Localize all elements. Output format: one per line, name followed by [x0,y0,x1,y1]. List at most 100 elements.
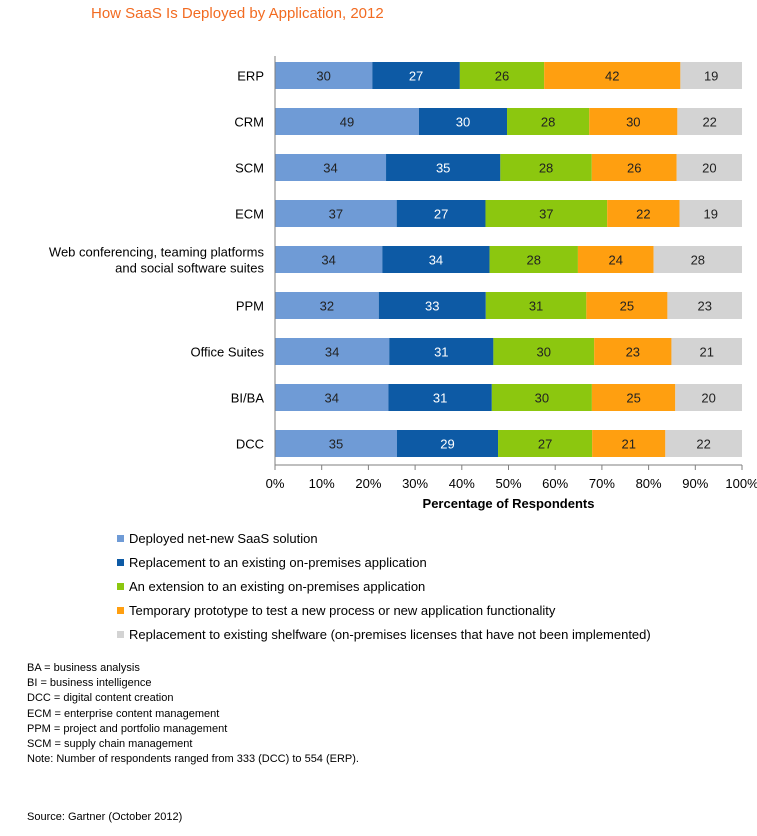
data-label: 30 [456,115,470,130]
legend-swatch [117,534,124,542]
data-label: 27 [538,437,552,452]
bar-segment [586,292,668,319]
data-label: 34 [323,161,337,176]
chart-title: How SaaS Is Deployed by Application, 201… [91,5,384,22]
data-label: 30 [626,115,640,130]
category-label: Office Suites [191,345,265,360]
bar-segment [418,108,508,135]
chart-legend: Deployed net-new SaaS solution Replacemen… [117,526,651,646]
data-label: 35 [329,437,343,452]
abbreviation-notes: BA = business analysis BI = business inte… [27,661,359,767]
note-line: BA = business analysis [27,662,140,674]
x-tick-label: 80% [636,476,662,491]
data-label: 28 [691,253,705,268]
bar-segment [386,154,501,181]
data-label: 34 [325,345,339,360]
bar-segment [500,154,592,181]
data-label: 19 [704,69,718,84]
legend-label: Deployed net-new SaaS solution [129,530,318,546]
bar-segment [382,246,490,273]
x-tick-label: 20% [355,476,381,491]
bar-segment [275,200,397,227]
data-label: 22 [696,437,710,452]
data-label: 49 [340,115,354,130]
bar-segment [507,108,590,135]
x-tick-label: 60% [542,476,568,491]
legend-item: Deployed net-new SaaS solution [117,526,651,550]
category-label: ECM [235,207,264,222]
bar-segment [591,384,676,411]
bar-segment [607,200,680,227]
data-label: 31 [434,345,448,360]
data-label: 37 [539,207,553,222]
note-line: SCM = supply chain management [27,738,193,751]
data-label: 29 [440,437,454,452]
x-tick-label: 50% [495,476,521,491]
bar-segment [275,384,389,411]
data-label: 30 [535,391,549,406]
x-axis-title: Percentage of Respondents [423,496,595,511]
data-label: 22 [702,115,716,130]
x-tick-label: 100% [725,476,757,491]
data-label: 26 [627,161,641,176]
data-label: 22 [636,207,650,222]
data-label: 32 [320,299,334,314]
bar-segment [485,200,608,227]
category-label: BI/BA [231,391,265,406]
bar-segment [275,246,383,273]
note-line: BI = business intelligence [27,677,152,690]
source-note: Source: Gartner (October 2012) [27,811,183,823]
bar-segment [653,246,742,273]
bar-segment [275,430,397,457]
category-label: Web conferencing, teaming platforms [49,245,265,260]
data-label: 21 [699,345,713,360]
bar-segment [378,292,486,319]
data-label: 28 [539,161,553,176]
bar-segment [275,154,387,181]
bar-segment [275,108,419,135]
category-label: ERP [237,69,264,84]
data-label: 30 [316,69,330,84]
bar-segment [680,62,742,89]
bar-segment [594,338,672,365]
bar-segment [485,292,587,319]
category-label: SCM [235,161,264,176]
category-label: DCC [236,437,264,452]
data-label: 30 [537,345,551,360]
legend-swatch [117,630,124,638]
bar-segment [396,430,499,457]
data-label: 19 [704,207,718,222]
bar-segment [389,338,494,365]
note-line: PPM = project and portfolio management [27,722,228,735]
data-label: 31 [433,391,447,406]
category-label: and social software suites [115,261,264,276]
data-label: 31 [529,299,543,314]
data-label: 37 [329,207,343,222]
legend-label: An extension to an existing on-premises … [129,578,426,594]
bar-segment [388,384,492,411]
category-label: CRM [234,115,264,130]
bar-segment [589,108,678,135]
data-label: 25 [626,391,640,406]
data-label: 28 [527,253,541,268]
bar-segment [671,338,742,365]
bar-segment [665,430,742,457]
bar-segment [489,246,578,273]
legend-swatch [117,582,124,590]
x-tick-label: 30% [402,476,428,491]
data-label: 35 [436,161,450,176]
bar-segment [491,384,592,411]
bar-segment [498,430,593,457]
bar-segment [275,292,379,319]
data-label: 27 [409,69,423,84]
data-label: 34 [429,253,443,268]
note-line: Note: Number of respondents ranged from … [27,753,359,766]
data-label: 27 [434,207,448,222]
data-label: 26 [495,69,509,84]
x-tick-label: 0% [266,476,285,491]
note-line: DCC = digital content creation [27,692,174,705]
bar-segment [544,62,681,89]
bar-segment [679,200,742,227]
legend-item: Replacement to an existing on-premises a… [117,550,651,574]
bar-segment [459,62,545,89]
